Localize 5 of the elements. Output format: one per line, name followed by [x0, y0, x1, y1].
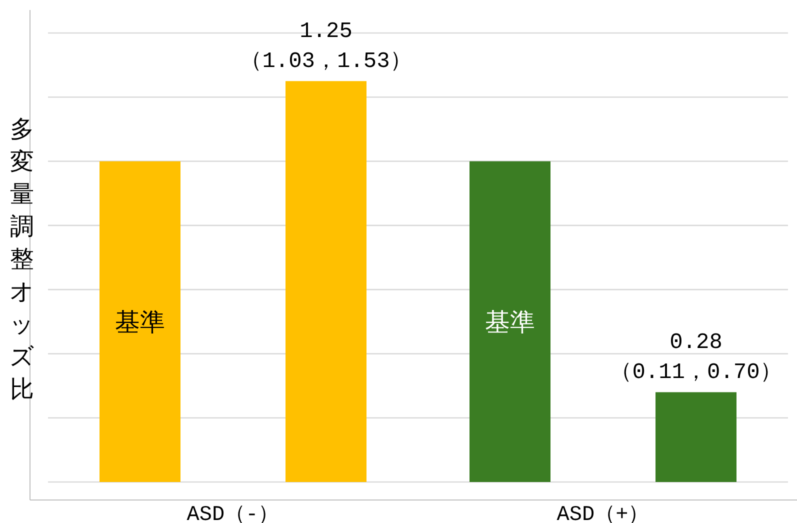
data-label: 0.28 （0.11，0.70）	[610, 330, 782, 386]
data-label: 1.25 （1.03，1.53）	[240, 19, 412, 74]
text: 多変量調整オッズ比	[10, 115, 34, 403]
data-label: 基準	[485, 308, 535, 337]
data-label: 基準	[115, 308, 165, 337]
